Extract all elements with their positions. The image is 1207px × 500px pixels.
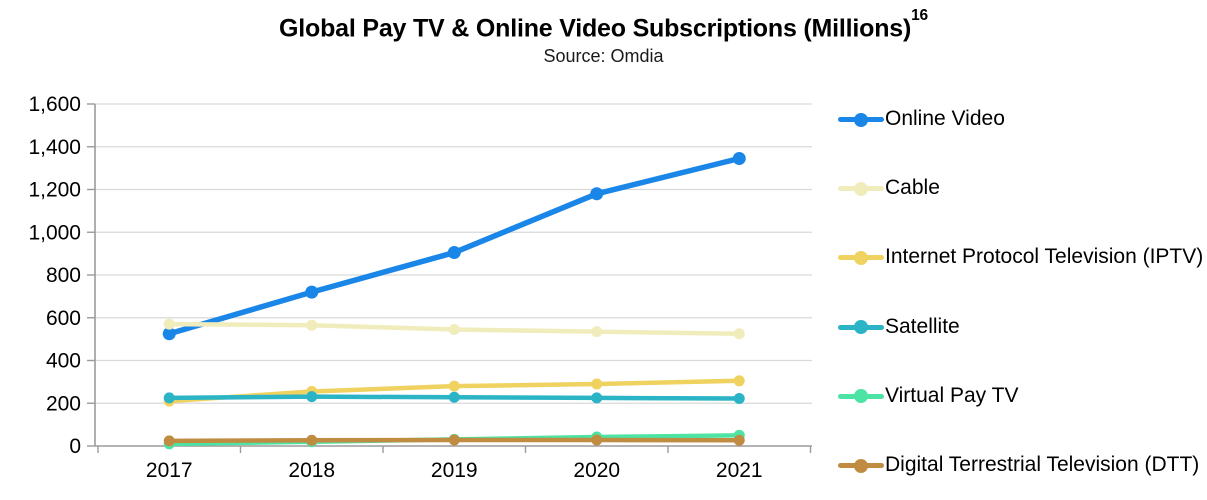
legend-label: Internet Protocol Television (IPTV)	[885, 245, 1204, 269]
legend-label: Satellite	[885, 314, 960, 338]
legend-dot-icon	[854, 320, 868, 335]
data-point	[447, 246, 461, 260]
legend-line-marker-icon	[838, 389, 884, 404]
legend-dot-icon	[854, 250, 868, 265]
legend-label: Digital Terrestrial Television (DTT)	[885, 453, 1200, 477]
data-point	[162, 327, 176, 341]
x-tick-label: 2018	[288, 459, 335, 482]
data-point	[590, 187, 604, 201]
y-tick-label: 1,200	[28, 179, 81, 202]
legend-dot-icon	[854, 112, 868, 127]
data-point	[305, 285, 319, 299]
series-online-video	[162, 152, 746, 341]
data-point	[591, 434, 603, 446]
data-point	[733, 375, 745, 387]
data-point	[733, 393, 745, 405]
legend-dot-icon	[854, 389, 868, 404]
data-point	[306, 319, 318, 331]
legend-line-marker-icon	[838, 112, 884, 127]
data-point	[591, 392, 603, 404]
data-point	[448, 434, 460, 446]
y-tick-label: 0	[69, 435, 81, 458]
legend-item-virtual-pay-tv: Virtual Pay TV	[838, 383, 1207, 409]
y-tick-label: 200	[46, 392, 81, 415]
data-point	[448, 391, 460, 403]
legend-label: Online Video	[885, 107, 1005, 130]
data-point	[591, 378, 603, 390]
legend-line-marker-icon	[838, 320, 884, 335]
data-point	[163, 435, 175, 447]
data-point	[448, 380, 460, 392]
y-tick-label: 800	[46, 264, 81, 287]
legend-line-marker-icon	[838, 181, 884, 196]
y-tick-label: 1,000	[28, 221, 81, 244]
chart-subtitle: Source: Omdia	[543, 46, 664, 67]
data-point	[306, 391, 318, 403]
legend-item-cable: Cable	[838, 175, 1207, 201]
data-point	[591, 326, 603, 338]
chart-title: Global Pay TV & Online Video Subscriptio…	[0, 7, 1207, 43]
y-tick-label: 1,400	[28, 136, 81, 159]
legend-item-dtt: Digital Terrestrial Television (DTT)	[838, 452, 1207, 478]
data-point	[732, 152, 746, 166]
series-cable	[163, 318, 745, 340]
x-tick-label: 2017	[146, 459, 193, 482]
legend-item-online-video: Online Video	[838, 106, 1207, 132]
legend-dot-icon	[854, 181, 868, 196]
x-tick-label: 2021	[716, 459, 763, 482]
chart-title-footnote-marker: 16	[911, 7, 928, 25]
y-tick-label: 1,600	[28, 93, 81, 116]
series-satellite	[163, 391, 745, 405]
legend-line-marker-icon	[838, 458, 884, 473]
data-point	[733, 328, 745, 340]
data-point	[163, 392, 175, 404]
legend-label: Cable	[885, 176, 940, 200]
legend-item-satellite: Satellite	[838, 314, 1207, 340]
y-tick-label: 600	[46, 307, 81, 330]
legend: Online Video Cable Internet Protocol Tel…	[838, 106, 1207, 478]
series-digital-terrestrial-television-dtt	[163, 434, 745, 447]
legend-item-iptv: Internet Protocol Television (IPTV)	[838, 244, 1207, 270]
x-tick-label: 2020	[573, 459, 620, 482]
legend-dot-icon	[854, 458, 868, 473]
data-point	[306, 434, 318, 446]
data-point	[733, 434, 745, 446]
data-point	[448, 324, 460, 336]
legend-label: Virtual Pay TV	[885, 383, 1019, 407]
legend-line-marker-icon	[838, 250, 884, 265]
chart-title-text: Global Pay TV & Online Video Subscriptio…	[279, 14, 912, 43]
data-point	[163, 318, 175, 330]
chart-header: Global Pay TV & Online Video Subscriptio…	[0, 7, 1207, 67]
y-tick-label: 400	[46, 350, 81, 373]
x-tick-label: 2019	[431, 459, 478, 482]
